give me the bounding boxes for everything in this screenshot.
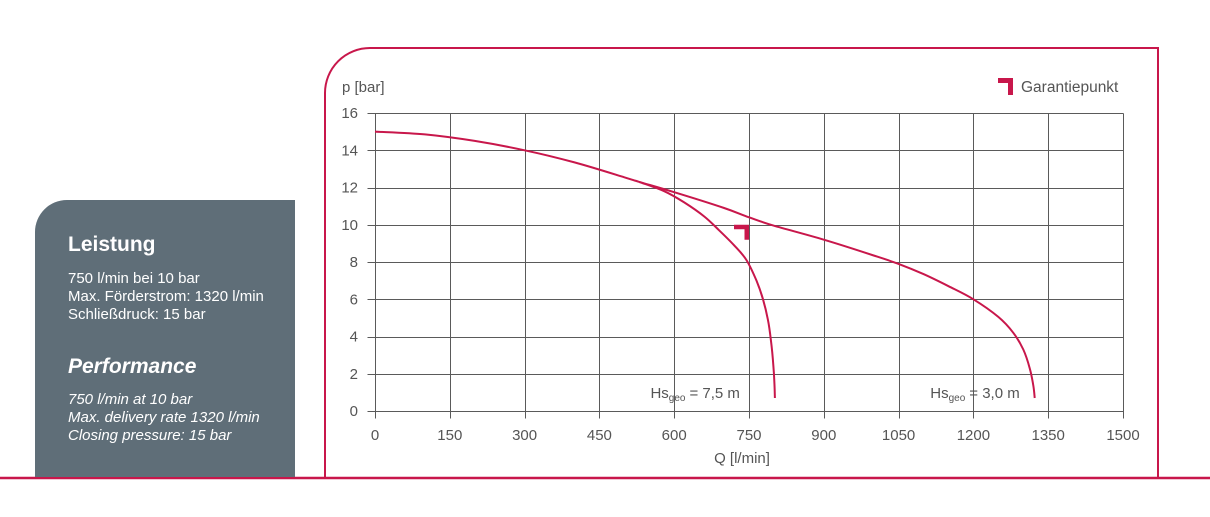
performance-panel: Leistung 750 l/min bei 10 bar Max. Förde…	[35, 200, 295, 477]
panel-line-rated-flow: 750 l/min at 10 bar	[68, 391, 193, 408]
series-line-1	[374, 130, 1036, 399]
panel-line-max-flow: Max. delivery rate 1320 l/min	[68, 409, 260, 426]
y-tick-label: 12	[341, 180, 358, 197]
x-tick-label: 900	[811, 427, 836, 444]
x-tick-label: 1500	[1106, 427, 1139, 444]
panel-section-english: Performance 750 l/min at 10 bar Max. del…	[68, 355, 290, 445]
series-label-1: Hsgeo = 3,0 m	[930, 385, 1019, 404]
chart-series	[374, 130, 1036, 399]
series-line-2	[638, 180, 776, 399]
series-label-subscript: geo	[949, 393, 966, 404]
x-tick-label: 1350	[1032, 427, 1065, 444]
y-tick-label: 6	[350, 291, 358, 308]
panel-line-rated-flow: 750 l/min bei 10 bar	[68, 270, 200, 287]
x-tick-label: 600	[662, 427, 687, 444]
y-tick-label: 0	[350, 403, 358, 420]
x-tick-label: 300	[512, 427, 537, 444]
panel-title-english: Performance	[68, 355, 197, 378]
y-tick-label: 14	[341, 142, 358, 159]
y-tick-label: 8	[350, 254, 358, 271]
panel-section-german: Leistung 750 l/min bei 10 bar Max. Förde…	[68, 233, 290, 324]
series-label-2: Hsgeo = 7,5 m	[650, 385, 739, 404]
x-tick-label: 450	[587, 427, 612, 444]
guarantee-point-marker	[734, 224, 749, 240]
corner-marker-icon	[998, 78, 1013, 95]
y-tick-label: 16	[341, 105, 358, 122]
chart-frame	[324, 47, 1159, 478]
x-axis-title: Q [l/min]	[714, 450, 770, 467]
legend-label: Garantiepunkt	[1021, 79, 1119, 96]
panel-lines-english: 750 l/min at 10 bar Max. delivery rate 1…	[68, 391, 290, 445]
y-axis-title: p [bar]	[342, 79, 385, 96]
series-label-base: Hs	[650, 385, 668, 402]
x-tick-label: 750	[736, 427, 761, 444]
series-label-base: Hs	[930, 385, 948, 402]
x-tick-label: 1200	[957, 427, 990, 444]
chart-labels: p [bar] Q [l/min] 0 2 4 6 8 10 12 14 16 0 150 300 45…	[341, 79, 1139, 467]
panel-title-german: Leistung	[68, 233, 156, 256]
x-tick-label: 1050	[882, 427, 915, 444]
x-tick-label: 0	[371, 427, 379, 444]
panel-line-closing-pressure: Schließdruck: 15 bar	[68, 306, 206, 323]
y-tick-label: 4	[350, 329, 358, 346]
panel-line-closing-pressure: Closing pressure: 15 bar	[68, 427, 232, 444]
series-label-value: = 7,5 m	[689, 385, 739, 402]
legend: Garantiepunkt	[998, 78, 1119, 96]
chart-grid	[367, 113, 1124, 419]
panel-lines-german: 750 l/min bei 10 bar Max. Förderstrom: 1…	[68, 270, 290, 324]
y-tick-label: 10	[341, 217, 358, 234]
panel-line-max-flow: Max. Förderstrom: 1320 l/min	[68, 288, 264, 305]
x-tick-label: 150	[437, 427, 462, 444]
y-tick-label: 2	[350, 366, 358, 383]
series-label-subscript: geo	[669, 393, 686, 404]
series-label-value: = 3,0 m	[969, 385, 1019, 402]
